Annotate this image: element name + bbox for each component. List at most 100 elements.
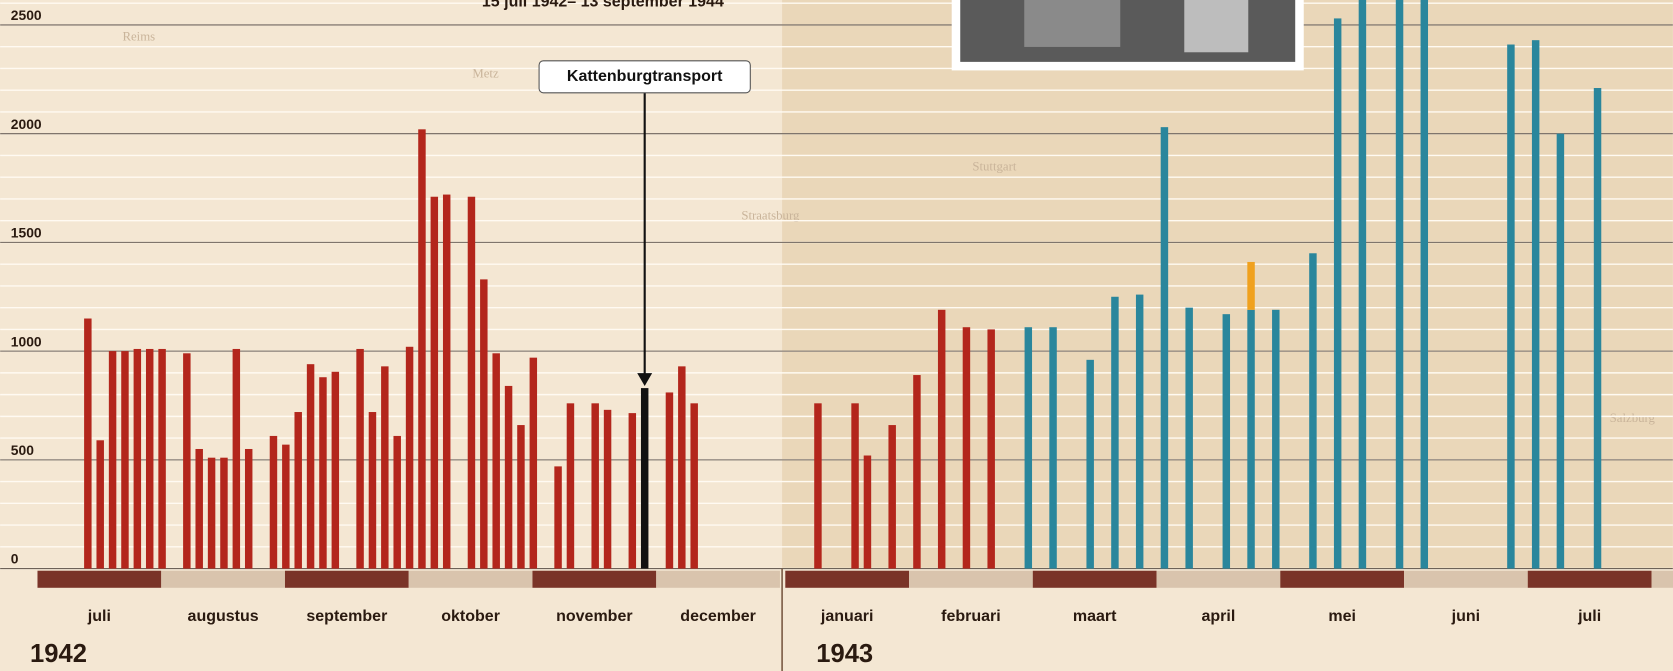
month-band (1404, 571, 1528, 588)
bar (517, 425, 524, 569)
bar (1309, 253, 1316, 568)
y-tick-label: 2000 (11, 116, 42, 132)
bar (554, 466, 561, 568)
bar (1111, 297, 1118, 569)
month-label: december (680, 608, 756, 625)
month-band (1280, 571, 1404, 588)
bar (134, 349, 141, 569)
bar (294, 412, 301, 569)
bar (987, 329, 994, 568)
axis-band (37, 571, 1673, 588)
bar (1507, 45, 1514, 569)
bar (567, 403, 574, 568)
bar (666, 392, 673, 568)
month-band (161, 571, 285, 588)
month-label: maart (1073, 608, 1117, 625)
bar (505, 386, 512, 569)
bar (406, 347, 413, 569)
month-band (1033, 571, 1157, 588)
bar (604, 410, 611, 569)
bar (1049, 327, 1056, 568)
month-label: januari (820, 608, 873, 625)
bar (109, 351, 116, 568)
month-label: augustus (188, 608, 259, 625)
photo-stamp (952, 0, 1304, 70)
month-band (37, 571, 161, 588)
bar (282, 445, 289, 569)
month-band (785, 571, 909, 588)
bar (678, 366, 685, 568)
bar (1247, 262, 1254, 310)
bar (319, 377, 326, 568)
month-band (909, 571, 1033, 588)
y-tick-label: 1500 (11, 225, 42, 241)
bar (1086, 360, 1093, 569)
bar (443, 195, 450, 569)
bar (690, 403, 697, 568)
month-band (409, 571, 533, 588)
bar (1334, 18, 1341, 568)
stamp-detail (1024, 0, 1120, 47)
bar (356, 349, 363, 569)
month-band (1528, 571, 1652, 588)
year-label: 1942 (30, 640, 87, 668)
bar (146, 349, 153, 569)
bar (864, 456, 871, 569)
bar (332, 372, 339, 569)
month-label: september (306, 608, 387, 625)
annotation: Kattenburgtransport (567, 68, 723, 85)
bar (233, 349, 240, 569)
bar (888, 425, 895, 569)
bar (381, 366, 388, 568)
bar (84, 319, 91, 569)
month-label: juni (1451, 608, 1480, 625)
bar (814, 403, 821, 568)
bar (1594, 88, 1601, 569)
y-tick-label: 500 (11, 442, 34, 458)
month-label: november (556, 608, 632, 625)
y-tick-label: 1000 (11, 333, 42, 349)
month-band (656, 571, 780, 588)
bar (1247, 310, 1254, 569)
bar (1359, 0, 1366, 569)
bar (530, 358, 537, 569)
bar (431, 197, 438, 569)
map-label: Salzburg (1610, 411, 1656, 425)
bar (1136, 295, 1143, 569)
bar (1185, 308, 1192, 569)
month-label: oktober (441, 608, 500, 625)
bar (307, 364, 314, 568)
bar (629, 413, 636, 568)
month-label: februari (941, 608, 1001, 625)
month-band (1157, 571, 1281, 588)
month-band (1652, 571, 1673, 588)
bar (195, 449, 202, 569)
page: ReimsMetzStraatsburgStuttgartSalzburg 15… (0, 0, 1673, 671)
year-label: 1943 (816, 640, 873, 668)
bar (963, 327, 970, 568)
bar (1557, 134, 1564, 569)
bar (121, 351, 128, 568)
bar (1161, 127, 1168, 568)
bar (96, 440, 103, 568)
month-band (285, 571, 409, 588)
bar (220, 458, 227, 569)
bar (641, 388, 648, 568)
bar (270, 436, 277, 569)
chart: ReimsMetzStraatsburgStuttgartSalzburg 15… (0, 0, 1673, 671)
bar (492, 353, 499, 568)
bar (938, 310, 945, 569)
bar (1396, 0, 1403, 569)
bar (183, 353, 190, 568)
bar (369, 412, 376, 569)
bar (591, 403, 598, 568)
map-label: Stuttgart (972, 159, 1017, 173)
bar (208, 458, 215, 569)
bar (1272, 310, 1279, 569)
bar (913, 375, 920, 569)
month-label: april (1202, 608, 1236, 625)
bar (851, 403, 858, 568)
bar (1421, 0, 1428, 569)
bar (1025, 327, 1032, 568)
month-label: juli (87, 608, 111, 625)
